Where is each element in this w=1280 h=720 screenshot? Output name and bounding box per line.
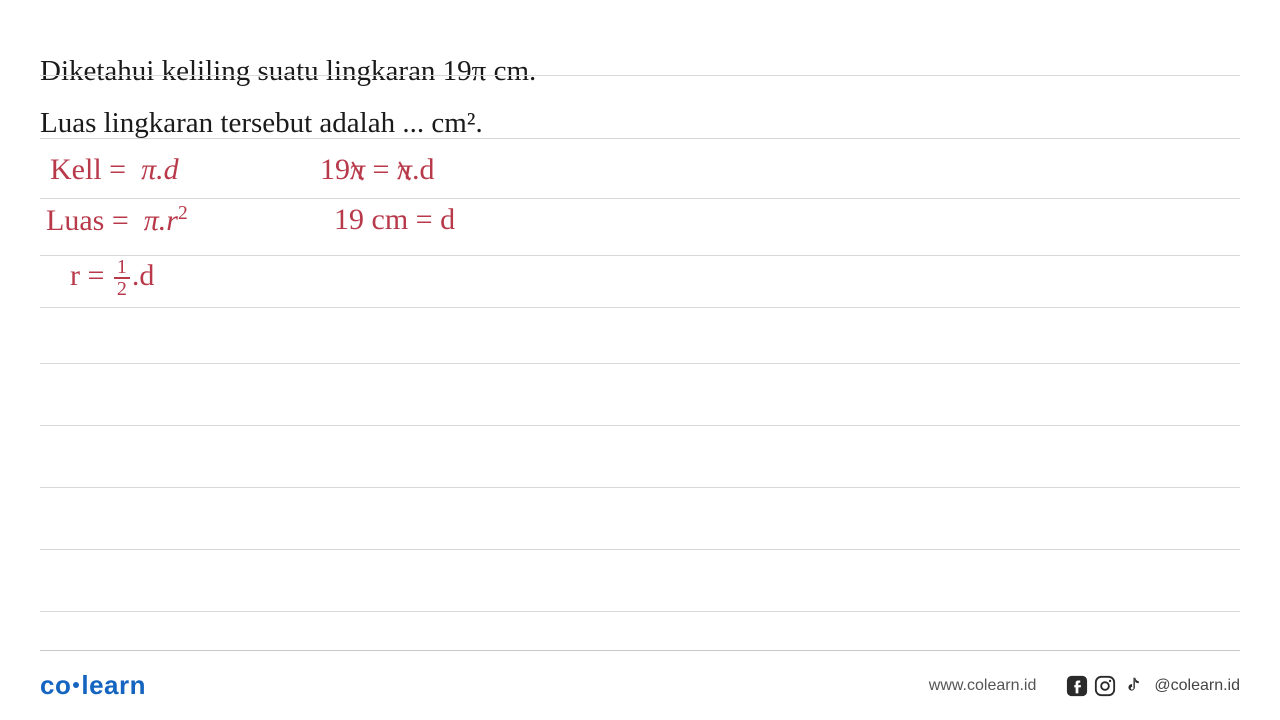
page: Diketahui keliling suatu lingkaran 19π c… bbox=[0, 0, 1280, 720]
footer: colearn www.colearn.id @colearn.id bbox=[40, 650, 1240, 720]
tiktok-icon bbox=[1122, 675, 1144, 697]
handwriting-area: Kell = π.d Luas = π.r2 r = 1 2 .d 19π = … bbox=[40, 153, 1240, 333]
facebook-icon bbox=[1066, 675, 1088, 697]
footer-right: www.colearn.id @colearn.id bbox=[929, 675, 1240, 697]
calc-step-2: 19 cm = d bbox=[334, 203, 455, 237]
logo: colearn bbox=[40, 670, 146, 701]
formula-luas: Luas = π.r2 bbox=[46, 203, 188, 238]
calc-step-1: 19π = π.d bbox=[320, 153, 434, 187]
website-url: www.colearn.id bbox=[929, 677, 1037, 695]
formula-radius: r = 1 2 .d bbox=[70, 257, 154, 299]
problem-line-2: Luas lingkaran tersebut adalah ... cm². bbox=[40, 102, 1240, 146]
formula-keliling: Kell = π.d bbox=[50, 153, 179, 187]
problem-line-1: Diketahui keliling suatu lingkaran 19π c… bbox=[40, 50, 1240, 94]
instagram-icon bbox=[1094, 675, 1116, 697]
social-handle: @colearn.id bbox=[1154, 677, 1240, 695]
social-group: @colearn.id bbox=[1066, 675, 1240, 697]
